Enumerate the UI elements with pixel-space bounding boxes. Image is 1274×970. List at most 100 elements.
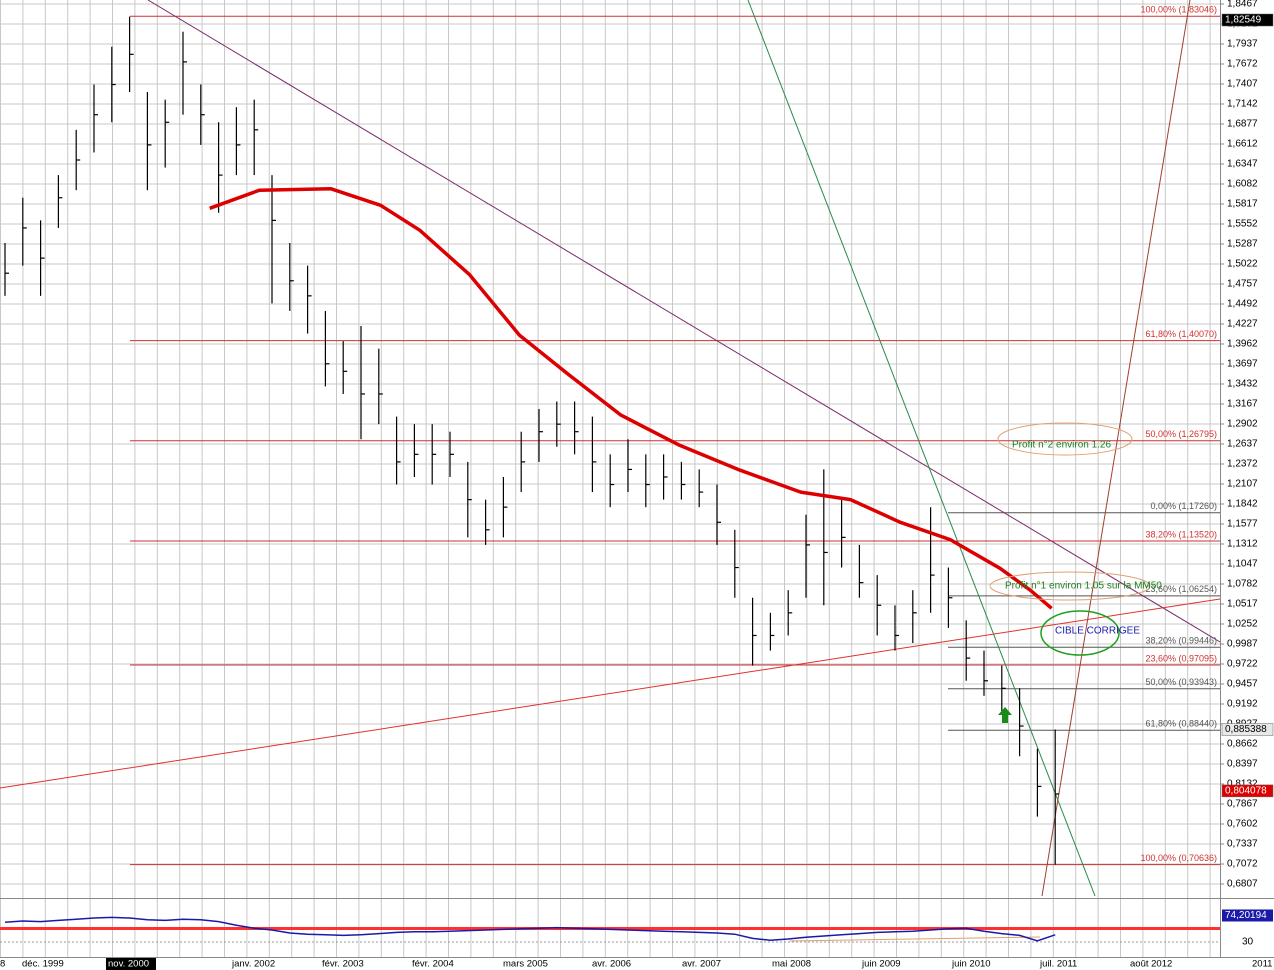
y-tick-label: 1,3697 xyxy=(1227,359,1258,370)
trend-line xyxy=(747,0,1096,897)
fib-label: 100,00% (1,83046) xyxy=(1140,5,1217,15)
fib-label: 38,20% (0,99446) xyxy=(1145,636,1217,646)
y-tick-label: 1,6347 xyxy=(1227,159,1258,170)
y-tick-label: 1,8467 xyxy=(1227,0,1258,10)
y-tick-label: 1,1312 xyxy=(1227,539,1258,550)
fib-label: 61,80% (0,88440) xyxy=(1145,719,1217,729)
y-tick-label: 1,0517 xyxy=(1227,599,1258,610)
x-tick-label: 8 xyxy=(0,959,5,970)
y-tick-label: 1,5022 xyxy=(1227,259,1258,270)
y-tick-label: 1,0252 xyxy=(1227,619,1258,630)
trend-lines xyxy=(0,0,1221,897)
y-tick-label: 1,2107 xyxy=(1227,479,1258,490)
y-tick-label: 0,9192 xyxy=(1227,699,1258,710)
y-tick-label: 1,6082 xyxy=(1227,179,1258,190)
price-marker-label: 1,82549 xyxy=(1225,15,1262,26)
y-tick-label: 0,7072 xyxy=(1227,859,1258,870)
y-tick-label: 1,3432 xyxy=(1227,379,1258,390)
x-tick-label: août 2012 xyxy=(1130,959,1172,970)
y-tick-label: 1,7672 xyxy=(1227,59,1258,70)
oscillator-marker-label: 74,20194 xyxy=(1225,910,1267,921)
fib-label: 23,60% (1,06254) xyxy=(1145,584,1217,594)
annotation: CIBLE CORRIGEE xyxy=(1055,626,1140,637)
y-tick-label: 1,2372 xyxy=(1227,459,1258,470)
fib-label: 61,80% (1,40070) xyxy=(1145,329,1217,339)
y-tick-label: 1,2902 xyxy=(1227,419,1258,430)
y-tick-label: 1,7407 xyxy=(1227,79,1258,90)
y-tick-label: 1,6612 xyxy=(1227,139,1258,150)
level-layer: 100,00% (1,83046) 61,80% (1,40070) 50,00% … xyxy=(130,5,1220,866)
annotation: Profit n°1 environ 1.05 sur la MM50 xyxy=(1005,581,1162,592)
y-tick-label: 0,7602 xyxy=(1227,819,1258,830)
x-tick-label: 2011 xyxy=(1252,959,1272,970)
y-tick-label: 0,9722 xyxy=(1227,659,1258,670)
x-tick-label: févr. 2003 xyxy=(322,959,364,970)
oscillator-panel xyxy=(0,916,1220,943)
price-marker xyxy=(1221,13,1274,27)
y-tick-label: 1,1047 xyxy=(1227,559,1258,570)
oscillator-line xyxy=(4,916,1056,942)
x-tick-label: juin 2009 xyxy=(861,959,901,970)
fib-label: 23,60% (0,97095) xyxy=(1145,653,1217,663)
price-marker xyxy=(1221,723,1274,736)
y-tick-label: 1,2637 xyxy=(1227,439,1258,450)
fib-label: 38,20% (1,13520) xyxy=(1145,529,1217,539)
price-marker xyxy=(1221,784,1274,798)
moving-average xyxy=(209,186,1053,610)
y-tick-label: 1,4757 xyxy=(1227,279,1258,290)
y-tick-label: 0,7337 xyxy=(1227,839,1258,850)
oscillator-tick-label: 30 xyxy=(1242,937,1254,948)
price-marker-label: 0,885388 xyxy=(1225,724,1267,735)
y-tick-label: 0,8662 xyxy=(1227,739,1258,750)
y-tick-label: 1,4492 xyxy=(1227,299,1258,310)
x-tick-label: déc. 1999 xyxy=(22,959,64,970)
fib-label: 0,00% (1,17260) xyxy=(1150,501,1217,511)
y-tick-label: 1,5287 xyxy=(1227,239,1258,250)
y-tick-label: 0,7867 xyxy=(1227,799,1258,810)
y-tick-label: 1,3167 xyxy=(1227,399,1258,410)
annotation-ellipse xyxy=(1040,610,1120,656)
y-tick-label: 1,1577 xyxy=(1227,519,1258,530)
x-tick-label: mai 2008 xyxy=(772,959,811,970)
oscillator-marker xyxy=(1222,909,1273,922)
annotation-ellipse xyxy=(997,422,1133,456)
grid-layer xyxy=(0,3,1220,885)
x-tick-label: mars 2005 xyxy=(503,959,548,970)
trend-line xyxy=(0,598,1221,789)
annotations: Profit n°2 environ 1.26 Profit n°1 envir… xyxy=(989,422,1162,723)
x-tick-label: juil. 2011 xyxy=(1039,959,1077,970)
x-tick-label: avr. 2007 xyxy=(682,959,721,970)
x-tick-label: avr. 2006 xyxy=(592,959,631,970)
price-marker-label: 0,804078 xyxy=(1225,786,1267,797)
trend-line xyxy=(147,0,1221,643)
fib-label: 50,00% (0,93943) xyxy=(1145,677,1217,687)
y-tick-label: 0,8132 xyxy=(1227,779,1258,790)
axis-panel xyxy=(1220,0,1274,957)
fib-label: 100,00% (0,70636) xyxy=(1140,853,1217,863)
y-tick-label: 1,0782 xyxy=(1227,579,1258,590)
y-tick-label: 1,3962 xyxy=(1227,339,1258,350)
arrow xyxy=(998,707,1012,723)
bar-layer xyxy=(4,16,1060,865)
annotation: Profit n°2 environ 1.26 xyxy=(1012,440,1111,451)
y-tick-label: 1,5817 xyxy=(1227,199,1258,210)
fib-label: 50,00% (1,26795) xyxy=(1145,429,1217,439)
trend-line xyxy=(1041,0,1191,897)
y-tick-label: 1,5552 xyxy=(1227,219,1258,230)
x-tick-label: févr. 2004 xyxy=(412,959,454,970)
y-tick-label: 1,7937 xyxy=(1227,39,1258,50)
cursor-label-bg xyxy=(106,958,156,970)
y-tick-label: 0,6807 xyxy=(1227,879,1258,890)
x-tick-label: juin 2010 xyxy=(951,959,991,970)
y-tick-label: 0,8397 xyxy=(1227,759,1258,770)
y-tick-label: 0,9457 xyxy=(1227,679,1258,690)
x-tick-label: nov. 2000 xyxy=(108,959,149,970)
y-tick-label: 1,6877 xyxy=(1227,119,1258,130)
y-tick-label: 0,9987 xyxy=(1227,639,1258,650)
y-tick-label: 1,4227 xyxy=(1227,319,1258,330)
y-tick-label: 1,1842 xyxy=(1227,499,1258,510)
divergence-line xyxy=(789,936,1041,942)
